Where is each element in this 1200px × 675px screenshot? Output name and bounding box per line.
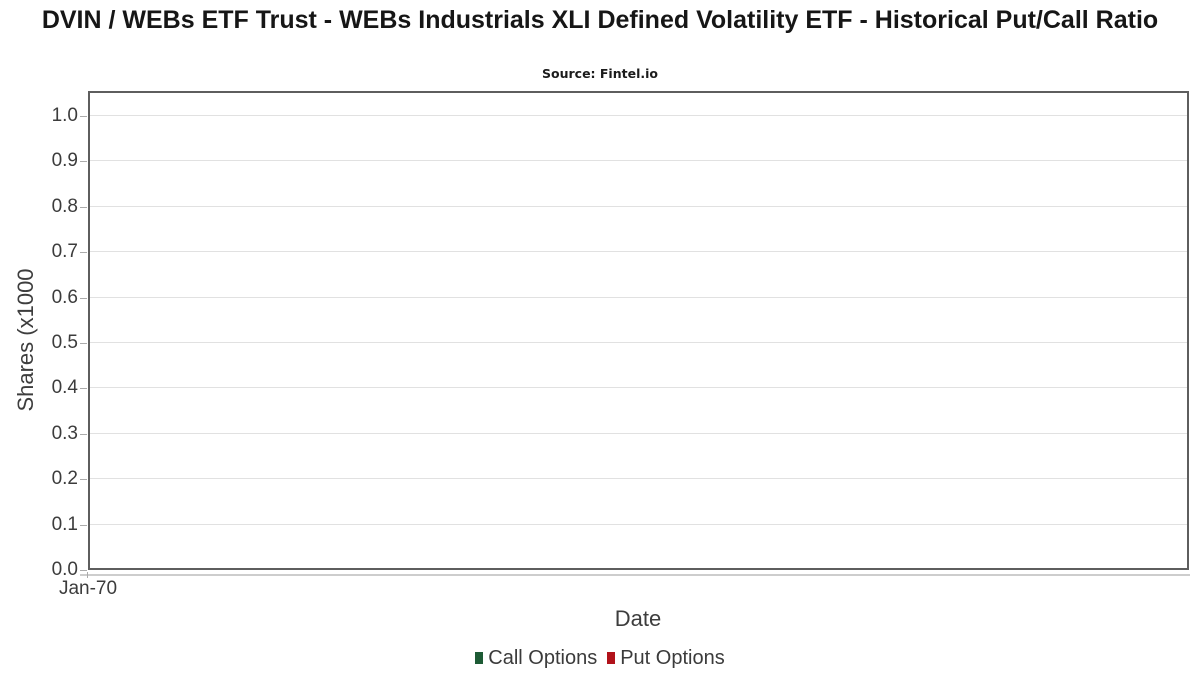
y-tick-label: 0.4 (51, 377, 78, 399)
legend-swatch-icon (475, 652, 484, 664)
y-tick-mark (80, 388, 87, 390)
y-tick-label: 0.7 (51, 241, 78, 263)
gridline (90, 296, 1187, 298)
y-tick-mark (80, 479, 87, 481)
y-tick-mark (80, 252, 87, 254)
x-axis-label: Date (614, 606, 662, 631)
x-tick-mark (87, 572, 88, 578)
legend-swatch-icon (607, 652, 616, 664)
gridline (90, 387, 1187, 389)
gridline (90, 205, 1187, 207)
y-tick-label: 0.2 (51, 468, 78, 490)
plot-area (88, 91, 1189, 570)
y-tick-label: 0.5 (51, 332, 78, 353)
gridline (90, 342, 1187, 343)
gridline (90, 115, 1187, 116)
legend-item-call-options[interactable]: Call Options (475, 647, 597, 670)
y-tick-mark (80, 206, 87, 208)
y-tick-mark (80, 343, 87, 344)
legend-label: Put Options (620, 646, 725, 669)
y-tick-label: 0.3 (51, 422, 78, 444)
y-tick-label: 0.1 (51, 513, 78, 535)
y-tick-label: 0.0 (51, 559, 78, 580)
gridline (90, 478, 1187, 480)
y-tick-mark (80, 116, 87, 117)
gridline (90, 251, 1187, 253)
y-tick-mark (80, 433, 87, 435)
y-tick-label: 0.8 (51, 195, 78, 217)
chart-subtitle: Source: Fintel.io (542, 66, 658, 81)
y-tick-mark (80, 524, 87, 526)
legend-label: Call Options (488, 646, 598, 669)
x-tick-label: Jan-70 (58, 578, 118, 599)
y-tick-mark (80, 161, 87, 163)
y-tick-mark (80, 570, 87, 571)
gridline (90, 432, 1187, 434)
legend: Call Options Put Options (0, 645, 1200, 671)
legend-item-put-options[interactable]: Put Options (607, 647, 725, 670)
x-axis-line (80, 574, 1190, 576)
y-tick-label: 1.0 (51, 105, 78, 126)
chart-title: DVIN / WEBs ETF Trust - WEBs Industrials… (41, 6, 1159, 34)
y-tick-mark (80, 297, 87, 299)
y-tick-label: 0.6 (51, 286, 78, 308)
y-tick-label: 0.9 (51, 150, 78, 172)
gridline (90, 523, 1187, 525)
gridline (90, 160, 1187, 162)
